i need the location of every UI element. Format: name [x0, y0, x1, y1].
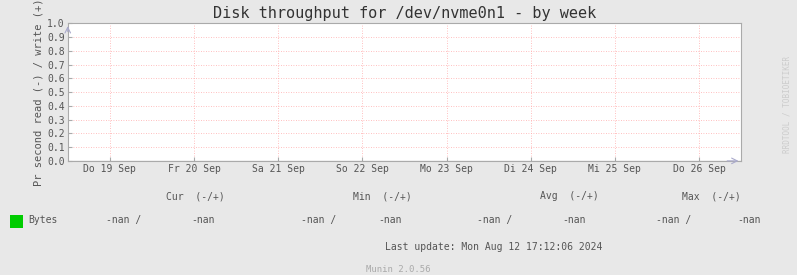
- Text: Avg  (-/+): Avg (-/+): [540, 191, 599, 201]
- Text: Min  (-/+): Min (-/+): [353, 191, 412, 201]
- Text: Bytes: Bytes: [29, 215, 58, 225]
- Text: -nan: -nan: [379, 215, 402, 225]
- Text: -nan /: -nan /: [477, 215, 512, 225]
- Text: RRDTOOL / TOBIOETIKER: RRDTOOL / TOBIOETIKER: [783, 56, 791, 153]
- Text: -nan: -nan: [562, 215, 586, 225]
- Text: Cur  (-/+): Cur (-/+): [166, 191, 225, 201]
- Title: Disk throughput for /dev/nvme0n1 - by week: Disk throughput for /dev/nvme0n1 - by we…: [213, 6, 596, 21]
- Text: -nan /: -nan /: [656, 215, 691, 225]
- Text: Max  (-/+): Max (-/+): [682, 191, 741, 201]
- Text: -nan /: -nan /: [106, 215, 141, 225]
- Text: -nan /: -nan /: [301, 215, 336, 225]
- Text: -nan: -nan: [737, 215, 761, 225]
- Text: -nan: -nan: [191, 215, 215, 225]
- Text: Munin 2.0.56: Munin 2.0.56: [367, 265, 430, 274]
- Y-axis label: Pr second read (-) / write (+): Pr second read (-) / write (+): [33, 0, 43, 186]
- Text: Last update: Mon Aug 12 17:12:06 2024: Last update: Mon Aug 12 17:12:06 2024: [386, 243, 603, 252]
